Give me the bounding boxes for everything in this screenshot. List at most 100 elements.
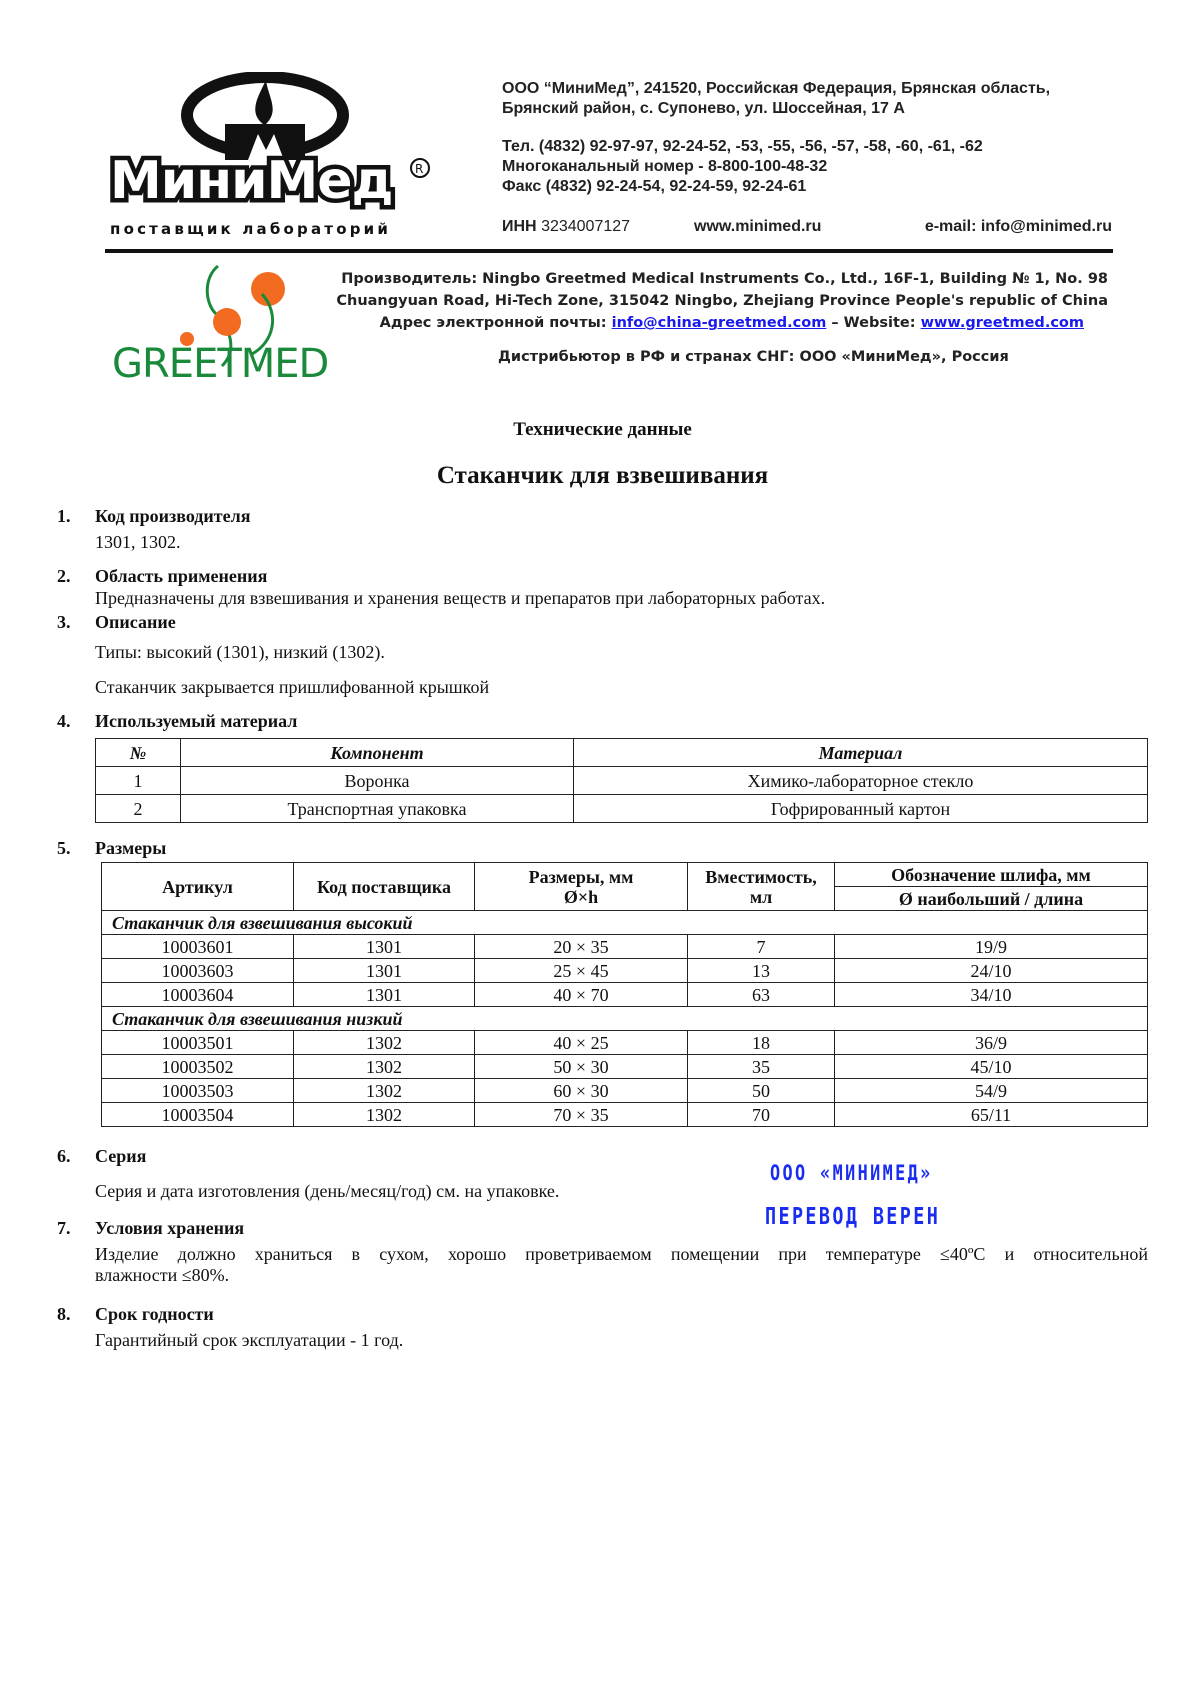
- table-cell: 10003601: [101, 934, 294, 959]
- table-cell: 10003501: [101, 1030, 294, 1055]
- minimed-website[interactable]: www.minimed.ru: [694, 218, 822, 235]
- column-header: Материал: [573, 738, 1148, 767]
- greetmed-email-link[interactable]: info@china-greetmed.com: [611, 315, 827, 331]
- table-cell: 40 × 25: [474, 1030, 688, 1055]
- section-text: влажности ≤80%.: [95, 1265, 230, 1285]
- table-cell: Химико-лабораторное стекло: [573, 766, 1148, 795]
- table-group-row: Стаканчик для взвешивания высокий: [101, 910, 1148, 935]
- table-cell: 18: [687, 1030, 835, 1055]
- group-title: Стаканчик для взвешивания низкий: [101, 1006, 1148, 1031]
- table-header-row: № Компонент Материал: [95, 738, 1148, 767]
- greetmed-logo: GREETMED: [112, 262, 352, 387]
- inn-value: 3234007127: [541, 218, 631, 235]
- table-cell: 25 × 45: [474, 958, 688, 983]
- section-heading: Серия: [95, 1146, 147, 1166]
- minimed-email[interactable]: e-mail: info@minimed.ru: [924, 218, 1112, 235]
- stamp-line-1: ООО «МИНИМЕД»: [770, 1161, 933, 1185]
- website-label: – Website:: [831, 315, 916, 331]
- svg-text:GREETMED: GREETMED: [112, 341, 328, 387]
- table-cell: 34/10: [834, 982, 1148, 1007]
- minimed-phones: Тел. (4832) 92-97-97, 92-24-52, -53, -55…: [502, 137, 983, 197]
- table-cell: Воронка: [180, 766, 574, 795]
- table-row: 10003603 1301 25 × 45 13 24/10: [101, 958, 1148, 983]
- table-row: 10003501 1302 40 × 25 18 36/9: [101, 1030, 1148, 1055]
- address-line: ООО “МиниМед”, 241520, Российская Федера…: [502, 80, 1051, 97]
- table-cell: 1302: [293, 1030, 475, 1055]
- table-cell: 1301: [293, 958, 475, 983]
- table-row: 10003504 1302 70 × 35 70 65/11: [101, 1102, 1148, 1127]
- header-divider: [105, 249, 1113, 253]
- table-cell: 19/9: [834, 934, 1148, 959]
- section-heading: Условия хранения: [95, 1218, 245, 1238]
- distributor: Дистрибьютор в РФ и странах СНГ: ООО «Ми…: [498, 349, 1009, 365]
- section-text: 1301, 1302.: [95, 532, 181, 552]
- table-cell: 60 × 30: [474, 1078, 688, 1103]
- header-line: Вместимость,: [705, 866, 817, 887]
- section-text: Серия и дата изготовления (день/месяц/го…: [95, 1181, 560, 1201]
- section-number: 4.: [57, 711, 71, 731]
- table-cell: 63: [687, 982, 835, 1007]
- greetmed-website-link[interactable]: www.greetmed.com: [920, 315, 1084, 331]
- section-number: 1.: [57, 506, 71, 526]
- column-header: Компонент: [180, 738, 574, 767]
- table-cell: 50 × 30: [474, 1054, 688, 1079]
- phone-line: Тел. (4832) 92-97-97, 92-24-52, -53, -55…: [502, 138, 983, 155]
- table-cell: 35: [687, 1054, 835, 1079]
- table-cell: 10003502: [101, 1054, 294, 1079]
- svg-text:МиниМед: МиниМед: [110, 151, 393, 211]
- doc-title: Стаканчик для взвешивания: [436, 462, 769, 489]
- email-label: Адрес электронной почты:: [379, 315, 607, 331]
- table-cell: 1301: [293, 982, 475, 1007]
- section-number: 6.: [57, 1146, 71, 1166]
- sizes-table: Артикул Код поставщика Размеры, мм Ø×h Вм…: [101, 862, 1148, 1127]
- section-number: 3.: [57, 612, 71, 632]
- table-cell: 1: [95, 766, 181, 795]
- table-cell: 40 × 70: [474, 982, 688, 1007]
- table-cell: Транспортная упаковка: [180, 794, 574, 823]
- svg-text:поставщик лабораторий: поставщик лабораторий: [110, 220, 391, 238]
- table-cell: 70 × 35: [474, 1102, 688, 1127]
- column-header: Артикул: [101, 862, 294, 911]
- section-text: Изделие должно храниться в сухом, хорошо…: [95, 1244, 1148, 1264]
- section-number: 2.: [57, 566, 71, 586]
- table-cell: 10003504: [101, 1102, 294, 1127]
- table-cell: 20 × 35: [474, 934, 688, 959]
- table-cell: 10003603: [101, 958, 294, 983]
- section-number: 7.: [57, 1218, 71, 1238]
- table-cell: 1301: [293, 934, 475, 959]
- section-heading: Код производителя: [95, 506, 251, 526]
- header-line: Ø×h: [563, 886, 599, 907]
- table-cell: 24/10: [834, 958, 1148, 983]
- table-cell: 50: [687, 1078, 835, 1103]
- column-subheader: Ø наибольший / длина: [834, 886, 1148, 911]
- column-header: Вместимость, мл: [687, 862, 835, 911]
- header-line: Размеры, мм: [528, 866, 634, 887]
- section-number: 8.: [57, 1304, 71, 1324]
- table-row: 10003502 1302 50 × 30 35 45/10: [101, 1054, 1148, 1079]
- header-line: мл: [749, 886, 773, 907]
- inn: ИНН 3234007127: [502, 217, 630, 237]
- inn-label: ИНН: [502, 218, 537, 235]
- section-heading: Область применения: [95, 566, 268, 586]
- table-cell: 10003503: [101, 1078, 294, 1103]
- table-cell: 45/10: [834, 1054, 1148, 1079]
- stamp-line-2: ПЕРЕВОД ВЕРЕН: [765, 1204, 941, 1230]
- address-line: Брянский район, с. Супонево, ул. Шоссейн…: [502, 100, 905, 117]
- table-row: 10003503 1302 60 × 30 50 54/9: [101, 1078, 1148, 1103]
- group-title: Стаканчик для взвешивания высокий: [101, 910, 1148, 935]
- section-heading: Срок годности: [95, 1304, 214, 1324]
- column-header: №: [95, 738, 181, 767]
- manufacturer-line: Производитель: Ningbo Greetmed Medical I…: [341, 271, 1108, 287]
- phone-line: Многоканальный номер - 8-800-100-48-32: [502, 158, 828, 175]
- table-cell: 10003604: [101, 982, 294, 1007]
- manufacturer-address: Chuangyuan Road, Hi-Tech Zone, 315042 Ni…: [336, 293, 1108, 309]
- table-row: 1 Воронка Химико-лабораторное стекло: [95, 766, 1148, 795]
- greetmed-contacts: Адрес электронной почты: info@china-gree…: [336, 312, 1108, 334]
- table-row: 10003601 1301 20 × 35 7 19/9: [101, 934, 1148, 959]
- table-cell: 13: [687, 958, 835, 983]
- section-number: 5.: [57, 838, 71, 858]
- greetmed-info: Производитель: Ningbo Greetmed Medical I…: [336, 268, 1108, 334]
- section-heading: Описание: [95, 612, 176, 632]
- section-heading: Размеры: [95, 838, 167, 858]
